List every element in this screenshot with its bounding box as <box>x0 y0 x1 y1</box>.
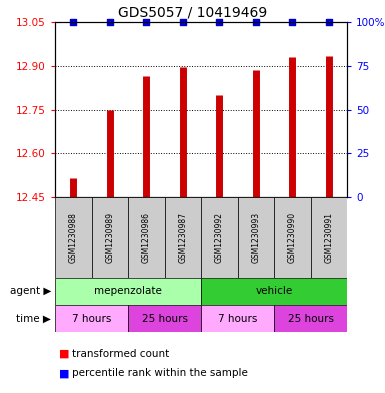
Text: GSM1230990: GSM1230990 <box>288 212 297 263</box>
Bar <box>201 305 274 332</box>
Text: GSM1230989: GSM1230989 <box>105 212 114 263</box>
Text: vehicle: vehicle <box>255 286 293 296</box>
Bar <box>238 197 274 278</box>
Text: mepenzolate: mepenzolate <box>94 286 162 296</box>
Text: GSM1230987: GSM1230987 <box>178 212 187 263</box>
Text: 7 hours: 7 hours <box>72 314 111 323</box>
Text: percentile rank within the sample: percentile rank within the sample <box>72 368 248 378</box>
Text: GDS5057 / 10419469: GDS5057 / 10419469 <box>118 5 267 19</box>
Text: ■: ■ <box>59 368 69 378</box>
Bar <box>55 197 92 278</box>
Point <box>289 19 295 25</box>
Bar <box>55 305 128 332</box>
Bar <box>128 305 201 332</box>
Bar <box>128 197 164 278</box>
Point <box>216 19 222 25</box>
Text: 25 hours: 25 hours <box>288 314 333 323</box>
Bar <box>55 278 201 305</box>
Bar <box>201 278 347 305</box>
Point <box>253 19 259 25</box>
Text: 25 hours: 25 hours <box>142 314 187 323</box>
Point <box>180 19 186 25</box>
Text: GSM1230991: GSM1230991 <box>324 212 333 263</box>
Point <box>70 19 76 25</box>
Bar <box>201 197 238 278</box>
Text: 7 hours: 7 hours <box>218 314 257 323</box>
Text: GSM1230986: GSM1230986 <box>142 212 151 263</box>
Bar <box>164 197 201 278</box>
Point <box>143 19 149 25</box>
Bar <box>274 305 347 332</box>
Text: time ▶: time ▶ <box>16 314 51 323</box>
Point <box>107 19 113 25</box>
Text: GSM1230993: GSM1230993 <box>251 212 260 263</box>
Text: ■: ■ <box>59 349 69 359</box>
Text: GSM1230988: GSM1230988 <box>69 212 78 263</box>
Bar <box>310 197 347 278</box>
Text: agent ▶: agent ▶ <box>10 286 51 296</box>
Point <box>326 19 332 25</box>
Bar <box>274 197 310 278</box>
Text: transformed count: transformed count <box>72 349 169 359</box>
Text: GSM1230992: GSM1230992 <box>215 212 224 263</box>
Bar <box>92 197 128 278</box>
